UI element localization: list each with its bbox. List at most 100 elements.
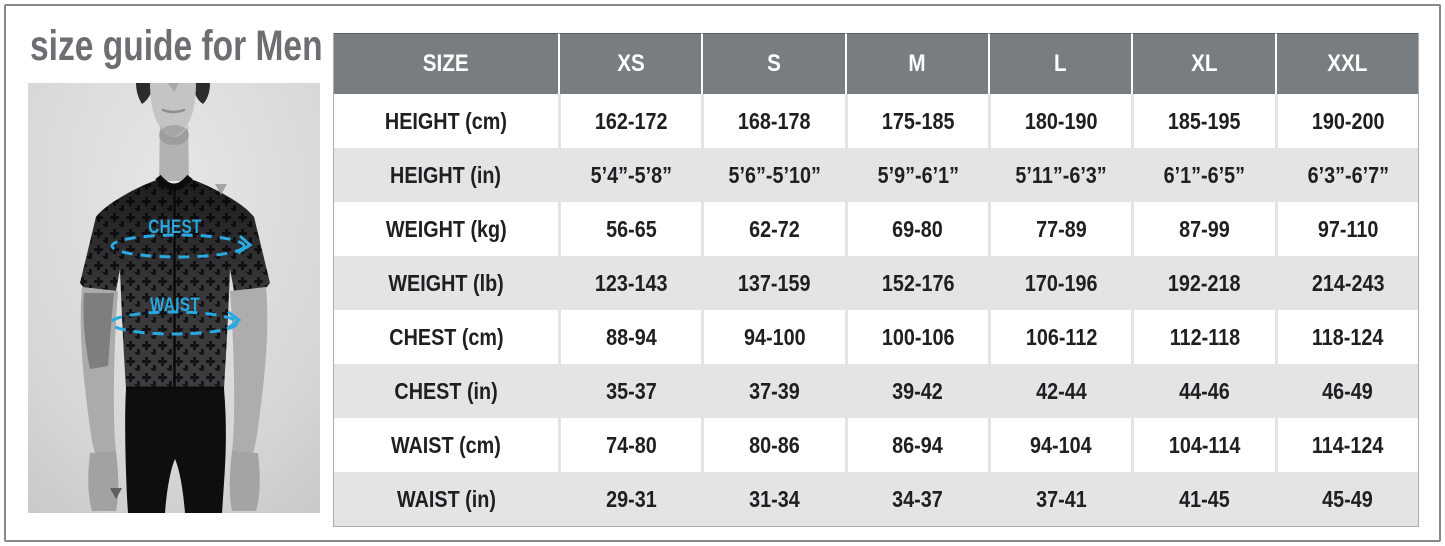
header-label: SIZE <box>423 50 469 77</box>
value-cell: 56-65 <box>558 202 702 256</box>
header-label: S <box>767 50 781 77</box>
waist-measure-arrow <box>226 310 242 331</box>
brand-logo-shorts <box>110 488 122 499</box>
cell-value: 5’6”-5’10” <box>728 161 821 188</box>
cell-value: 152-176 <box>881 269 955 296</box>
value-cell: 175-185 <box>844 94 988 148</box>
fit-model-photo: CHEST WAIST <box>28 83 320 513</box>
value-cell: 180-190 <box>987 94 1132 148</box>
value-cell: 190-200 <box>1274 94 1418 148</box>
mouth-shadow <box>161 108 186 114</box>
waist-measure-label: WAIST <box>150 293 200 315</box>
hair <box>192 83 210 104</box>
value-cell: 35-37 <box>558 364 702 418</box>
header-label: XXL <box>1327 50 1368 77</box>
header-row: SIZE XS S M L XL XXL <box>334 33 1418 94</box>
cell-value: 180-190 <box>1024 107 1098 134</box>
value-cell: 192-218 <box>1131 256 1275 310</box>
value-cell: 29-31 <box>558 472 702 526</box>
header-cell-l: L <box>987 33 1132 94</box>
cell-value: 56-65 <box>605 215 657 242</box>
cell-value: 46-49 <box>1322 377 1374 404</box>
cell-value: 29-31 <box>605 485 657 512</box>
row-label-cell: WEIGHT (kg) <box>334 202 558 256</box>
cell-value: 97-110 <box>1317 215 1379 242</box>
table-row: WEIGHT (kg) 56-65 62-72 69-80 77-89 87-99 97-1… <box>334 202 1418 256</box>
row-label: WAIST (cm) <box>391 431 501 458</box>
hair <box>136 83 154 104</box>
value-cell: 42-44 <box>987 364 1132 418</box>
cell-value: 123-143 <box>594 269 668 296</box>
cell-value: 62-72 <box>749 215 800 242</box>
value-cell: 37-39 <box>701 364 845 418</box>
cell-value: 41-45 <box>1179 485 1230 512</box>
value-cell: 5’11”-6’3” <box>987 148 1132 202</box>
brand-logo-chest <box>215 184 227 195</box>
chest-measure-ellipse <box>110 233 246 259</box>
cell-value: 185-195 <box>1168 107 1241 134</box>
size-table: SIZE XS S M L XL XXL HEIGHT (cm) 162-172 1… <box>334 33 1418 526</box>
header-cell-size: SIZE <box>334 33 558 94</box>
value-cell: 86-94 <box>844 418 988 472</box>
right-hand <box>229 451 260 511</box>
cell-value: 214-243 <box>1311 269 1385 296</box>
cell-value: 34-37 <box>892 485 944 512</box>
value-cell: 114-124 <box>1274 418 1418 472</box>
row-label: CHEST (in) <box>394 377 498 404</box>
row-label: HEIGHT (cm) <box>385 107 507 134</box>
value-cell: 94-104 <box>987 418 1132 472</box>
chest-measure-label: CHEST <box>148 215 202 237</box>
value-cell: 214-243 <box>1274 256 1418 310</box>
value-cell: 74-80 <box>558 418 702 472</box>
table-row: WEIGHT (lb) 123-143 137-159 152-176 170-196 1… <box>334 256 1418 310</box>
value-cell: 5’4”-5’8” <box>558 148 702 202</box>
table-row: WAIST (cm) 74-80 80-86 86-94 94-104 104-114 11… <box>334 418 1418 472</box>
table-row: CHEST (cm) 88-94 94-100 100-106 106-112 112-1… <box>334 310 1418 364</box>
left-arm-tattoo <box>83 293 114 369</box>
size-table-body: HEIGHT (cm) 162-172 168-178 175-185 180-190 1… <box>334 94 1418 526</box>
value-cell: 104-114 <box>1131 418 1275 472</box>
row-label-cell: CHEST (cm) <box>334 310 558 364</box>
chest-measure-arrow <box>237 234 253 255</box>
cell-value: 168-178 <box>738 107 811 134</box>
cell-value: 87-99 <box>1179 215 1230 242</box>
cell-value: 175-185 <box>881 107 955 134</box>
value-cell: 69-80 <box>844 202 988 256</box>
value-cell: 106-112 <box>987 310 1132 364</box>
cell-value: 37-41 <box>1035 485 1087 512</box>
header-cell-xl: XL <box>1131 33 1275 94</box>
value-cell: 94-100 <box>701 310 845 364</box>
value-cell: 5’6”-5’10” <box>701 148 845 202</box>
value-cell: 45-49 <box>1274 472 1418 526</box>
cell-value: 5’9”-6’1” <box>877 161 959 188</box>
header-label: M <box>908 50 926 77</box>
value-cell: 118-124 <box>1274 310 1418 364</box>
value-cell: 41-45 <box>1131 472 1275 526</box>
cell-value: 190-200 <box>1311 107 1385 134</box>
table-row: WAIST (in) 29-31 31-34 34-37 37-41 41-45 45-49 <box>334 472 1418 526</box>
row-label-cell: WAIST (in) <box>334 472 558 526</box>
cell-value: 118-124 <box>1312 323 1384 350</box>
cell-value: 6’1”-6’5” <box>1163 161 1246 188</box>
value-cell: 112-118 <box>1131 310 1275 364</box>
cell-value: 114-124 <box>1312 431 1384 458</box>
cell-value: 170-196 <box>1024 269 1098 296</box>
value-cell: 39-42 <box>844 364 988 418</box>
cell-value: 74-80 <box>605 431 657 458</box>
row-label-cell: WEIGHT (lb) <box>334 256 558 310</box>
shorts <box>125 389 226 513</box>
value-cell: 168-178 <box>701 94 845 148</box>
cell-value: 5’11”-6’3” <box>1015 161 1107 188</box>
chest-measure-overlay: CHEST <box>110 215 253 259</box>
cell-value: 162-172 <box>594 107 668 134</box>
cell-value: 37-39 <box>749 377 800 404</box>
value-cell: 123-143 <box>558 256 702 310</box>
value-cell: 62-72 <box>701 202 845 256</box>
header-cell-xs: XS <box>558 33 702 94</box>
value-cell: 162-172 <box>558 94 702 148</box>
value-cell: 44-46 <box>1131 364 1275 418</box>
waist-measure-overlay: WAIST <box>109 293 242 336</box>
value-cell: 97-110 <box>1274 202 1418 256</box>
header-cell-s: S <box>701 33 845 94</box>
header-label: XL <box>1190 50 1218 77</box>
